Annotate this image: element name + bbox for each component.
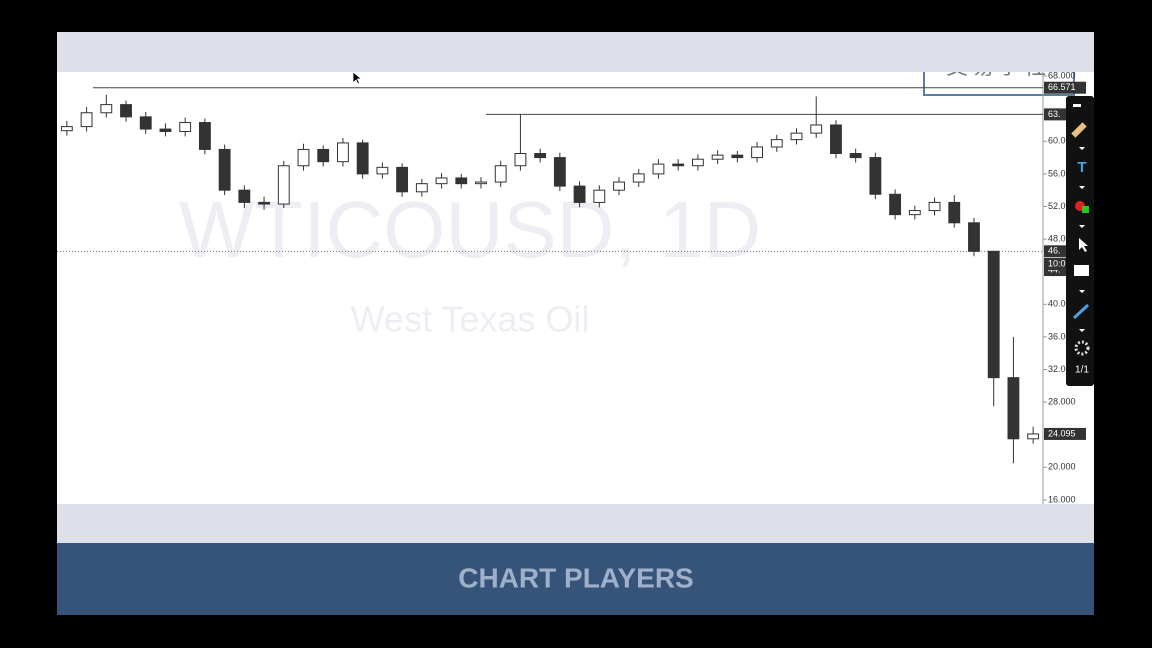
level-tag (1044, 81, 1086, 94)
candle-body (553, 157, 566, 187)
candle-body (573, 185, 586, 203)
chart-area (57, 72, 1094, 504)
candle-body (830, 124, 842, 155)
y-tick-label: 20.000 (1048, 462, 1076, 472)
candle-body (475, 181, 487, 185)
candle-body (613, 181, 625, 191)
y-tick-label: 16.000 (1048, 494, 1076, 504)
candle-body (731, 154, 744, 159)
candle-body (1027, 433, 1040, 440)
watermark-subtitle: West Texas Oil (351, 299, 590, 340)
y-tick-label: 48.000 (1048, 233, 1076, 243)
candle-body (849, 153, 862, 159)
candle-body (198, 122, 211, 150)
candle-body (396, 166, 409, 193)
y-tick-label: 68.000 (1048, 70, 1076, 80)
candle-body (415, 183, 428, 193)
candle-body (987, 250, 1000, 379)
tool-rect[interactable] (1074, 265, 1089, 276)
candle-body (632, 173, 645, 183)
candle-body (494, 165, 507, 183)
candle-body (258, 201, 270, 205)
tool-cursor[interactable] (1079, 238, 1088, 252)
footer-band (57, 543, 1094, 615)
candle-body (159, 128, 172, 133)
y-tick-label: 32.000 (1048, 364, 1076, 374)
candle-body (376, 166, 389, 175)
level-label: 46. (1048, 246, 1061, 256)
candle-body (218, 148, 231, 191)
candle-body (120, 104, 132, 118)
candle-body (908, 210, 921, 216)
y-tick-label: 52.000 (1048, 201, 1076, 211)
candle-body (672, 163, 685, 167)
candle-body (948, 201, 961, 224)
y-tick-label: 36.000 (1048, 331, 1076, 341)
logo-text: 交易学社 (946, 54, 1050, 79)
time-label: 10:0 (1048, 258, 1066, 268)
candle-body (751, 146, 763, 159)
toolbar: T 1/1 (1066, 96, 1094, 386)
tool-color-2 (1082, 206, 1089, 213)
candle-body (514, 153, 527, 167)
top-band (57, 32, 1094, 72)
candle-body (711, 154, 724, 160)
footer-text: CHART PLAYERS (458, 562, 693, 593)
y-tick-label: 56.000 (1048, 168, 1076, 178)
bottom-band (57, 504, 1094, 544)
tool-settings[interactable] (1074, 340, 1090, 356)
level-tag (1044, 245, 1086, 258)
plot: WTICOUSD, 1D West Texas Oil 交易学社 68.000 6… (57, 54, 1086, 504)
mouse-cursor (352, 71, 363, 85)
level-label: 63. (1048, 109, 1061, 119)
candle-body (889, 193, 902, 216)
y-tick-label: 60.000 (1048, 136, 1076, 146)
candle-body (790, 132, 803, 141)
tool-minimize[interactable] (1073, 104, 1081, 107)
tool-text[interactable]: T (1077, 159, 1086, 176)
candle-body (810, 124, 823, 134)
candle-body (869, 157, 882, 195)
level-tag (1044, 427, 1086, 440)
watermark-title: WTICOUSD, 1D (179, 185, 761, 274)
candle-body (770, 139, 783, 148)
candle-body (179, 122, 192, 133)
candle-body (80, 112, 93, 128)
logo-box (923, 72, 1075, 96)
candle-body (1007, 377, 1020, 440)
candle-body (317, 148, 330, 163)
candle-body (297, 148, 310, 167)
level-label: 24.095 (1048, 428, 1076, 438)
candle-body (928, 201, 941, 212)
candle-body (60, 126, 73, 132)
candle-body (534, 153, 547, 159)
candle-body (435, 177, 448, 185)
level-label: 66.571 (1048, 82, 1076, 92)
candle-body (139, 116, 152, 130)
tool-pencil[interactable] (1071, 122, 1087, 138)
tool-line[interactable] (1072, 303, 1090, 320)
candle-body (652, 163, 665, 175)
y-tick-label: 28.000 (1048, 396, 1076, 406)
candle-body (238, 189, 251, 203)
candle-body (337, 142, 349, 163)
candle-body (100, 104, 113, 114)
candle-body (455, 177, 468, 185)
y-tick-label: 40.000 (1048, 299, 1076, 309)
candle-body (691, 158, 704, 167)
candle-body (356, 142, 369, 175)
candle-body (968, 222, 980, 252)
toolbar-page: 1/1 (1075, 365, 1089, 376)
candle-body (593, 189, 606, 203)
candle-body (277, 165, 290, 205)
